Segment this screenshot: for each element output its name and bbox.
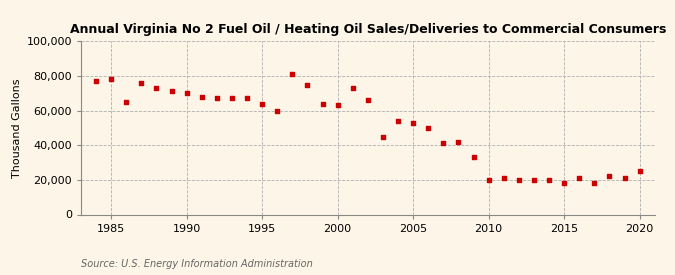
Point — [408, 120, 418, 125]
Point — [211, 96, 222, 101]
Point — [498, 176, 509, 180]
Point — [453, 139, 464, 144]
Point — [348, 86, 358, 90]
Point — [302, 82, 313, 87]
Point — [166, 89, 177, 94]
Point — [438, 141, 449, 146]
Text: Source: U.S. Energy Information Administration: Source: U.S. Energy Information Administ… — [81, 259, 313, 269]
Title: Annual Virginia No 2 Fuel Oil / Heating Oil Sales/Deliveries to Commercial Consu: Annual Virginia No 2 Fuel Oil / Heating … — [70, 23, 666, 36]
Point — [121, 100, 132, 104]
Point — [317, 101, 328, 106]
Point — [514, 178, 524, 182]
Point — [242, 96, 252, 101]
Point — [559, 181, 570, 186]
Point — [182, 91, 192, 95]
Point — [227, 96, 238, 101]
Y-axis label: Thousand Gallons: Thousand Gallons — [12, 78, 22, 178]
Point — [151, 86, 162, 90]
Point — [393, 119, 404, 123]
Point — [619, 176, 630, 180]
Point — [287, 72, 298, 76]
Point — [543, 178, 554, 182]
Point — [423, 126, 433, 130]
Point — [272, 108, 283, 113]
Point — [468, 155, 479, 160]
Point — [483, 178, 494, 182]
Point — [377, 134, 388, 139]
Point — [529, 178, 539, 182]
Point — [362, 98, 373, 102]
Point — [589, 181, 600, 186]
Point — [256, 101, 267, 106]
Point — [196, 95, 207, 99]
Point — [332, 103, 343, 108]
Point — [136, 81, 146, 85]
Point — [634, 169, 645, 174]
Point — [574, 176, 585, 180]
Point — [106, 77, 117, 82]
Point — [90, 79, 101, 83]
Point — [604, 174, 615, 178]
